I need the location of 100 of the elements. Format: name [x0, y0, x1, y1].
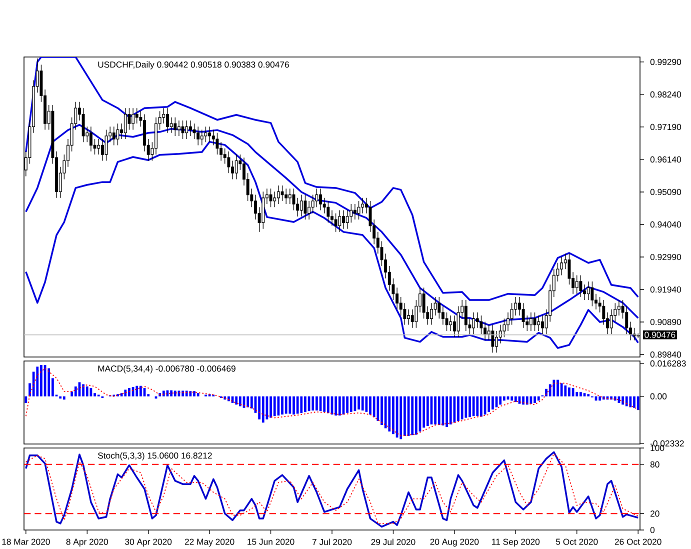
bar: [614, 396, 616, 401]
candlestick: [132, 108, 135, 130]
bar: [120, 393, 123, 396]
bar: [472, 396, 475, 416]
bar: [514, 396, 517, 402]
bar: [548, 384, 552, 396]
bar: [358, 396, 360, 410]
bar: [388, 396, 391, 432]
candlestick: [188, 120, 192, 136]
y-tick-label: 0.98240: [650, 91, 682, 98]
bar: [372, 396, 376, 418]
bar: [468, 396, 471, 418]
y-tick-label: 0.95090: [650, 188, 682, 196]
bar: [598, 396, 602, 401]
bar: [510, 396, 514, 401]
y-tick-label: 0.91940: [650, 286, 682, 293]
bar: [457, 396, 460, 421]
bar: [334, 396, 338, 416]
bar: [238, 396, 242, 406]
candlestick: [342, 210, 345, 230]
candlestick: [529, 312, 532, 332]
bar: [62, 396, 66, 400]
bar: [162, 390, 165, 396]
bar: [86, 386, 88, 396]
candlestick: [560, 256, 564, 276]
bar: [361, 396, 364, 410]
bar: [296, 396, 299, 414]
candlestick: [583, 284, 586, 300]
chart-title: USDCHF,Daily 0.90442 0.90518 0.90383 0.90476: [98, 61, 289, 70]
bar: [36, 366, 39, 396]
bar: [262, 396, 264, 423]
bar: [323, 396, 326, 412]
bar: [193, 391, 196, 396]
y-tick-label: 0.89840: [650, 351, 682, 358]
bar: [460, 396, 464, 420]
candlestick: [430, 302, 433, 326]
bar: [564, 385, 567, 396]
y-tick-label: 0.97190: [650, 124, 682, 130]
bar: [350, 396, 352, 412]
candlestick: [495, 330, 498, 353]
bar: [281, 396, 284, 415]
chart-title: Stoch(5,3,3) 15.0600 16.8212: [98, 452, 212, 460]
line-series: [25, 124, 639, 326]
candlestick: [166, 108, 169, 134]
bar: [246, 396, 250, 408]
bar: [556, 380, 559, 396]
y-tick-label: 100: [650, 444, 664, 452]
bar: [488, 396, 490, 412]
x-tick-label: 8 Apr 2020: [66, 538, 108, 547]
y-tick-label: 0: [650, 526, 655, 534]
bar: [346, 396, 348, 413]
bar: [316, 396, 318, 410]
bar: [300, 396, 303, 414]
bar: [492, 396, 494, 410]
candlestick: [208, 126, 212, 142]
candlestick: [407, 308, 410, 326]
x-tick-label: 18 Mar 2020: [2, 538, 50, 545]
bar: [464, 396, 468, 418]
ref-line-label: 0.90476: [644, 332, 676, 338]
bar: [196, 393, 200, 396]
candlestick: [288, 188, 292, 204]
candlestick: [330, 210, 334, 226]
candlestick: [154, 117, 158, 155]
bar: [273, 396, 276, 416]
bar: [258, 396, 260, 420]
x-tick-label: 5 Oct 2020: [556, 538, 598, 545]
candlestick: [472, 312, 476, 334]
candlestick: [464, 300, 468, 332]
bar: [288, 396, 292, 414]
candlestick: [452, 315, 456, 338]
candlestick: [484, 321, 487, 341]
bar: [526, 396, 528, 405]
y-tick-label: 0.90890: [650, 318, 682, 326]
candlestick: [540, 315, 544, 334]
candlestick: [220, 142, 223, 162]
bar: [128, 388, 130, 396]
bar: [411, 396, 414, 436]
bar: [400, 396, 402, 440]
y-tick-label: 0.94040: [650, 221, 682, 228]
bar: [369, 396, 372, 415]
bar: [568, 387, 570, 396]
y-tick-label: -0.02332: [650, 440, 684, 447]
bar: [326, 396, 330, 413]
candlestick: [396, 287, 399, 310]
bar: [170, 390, 172, 396]
x-tick-label: 26 Oct 2020: [614, 538, 662, 545]
bar: [284, 396, 288, 414]
candlestick: [617, 300, 620, 316]
candlestick: [308, 200, 311, 220]
bar: [625, 396, 628, 406]
bar: [182, 390, 184, 396]
bar: [124, 390, 127, 396]
bar: [449, 396, 452, 424]
bar: [48, 368, 50, 396]
bar: [534, 396, 536, 404]
x-tick-label: 11 Sep 2020: [492, 538, 540, 547]
x-tick-label: 30 Apr 2020: [125, 538, 172, 547]
bar: [74, 386, 77, 396]
candlestick: [231, 160, 234, 180]
y-tick-label: 0.016283: [650, 360, 686, 367]
